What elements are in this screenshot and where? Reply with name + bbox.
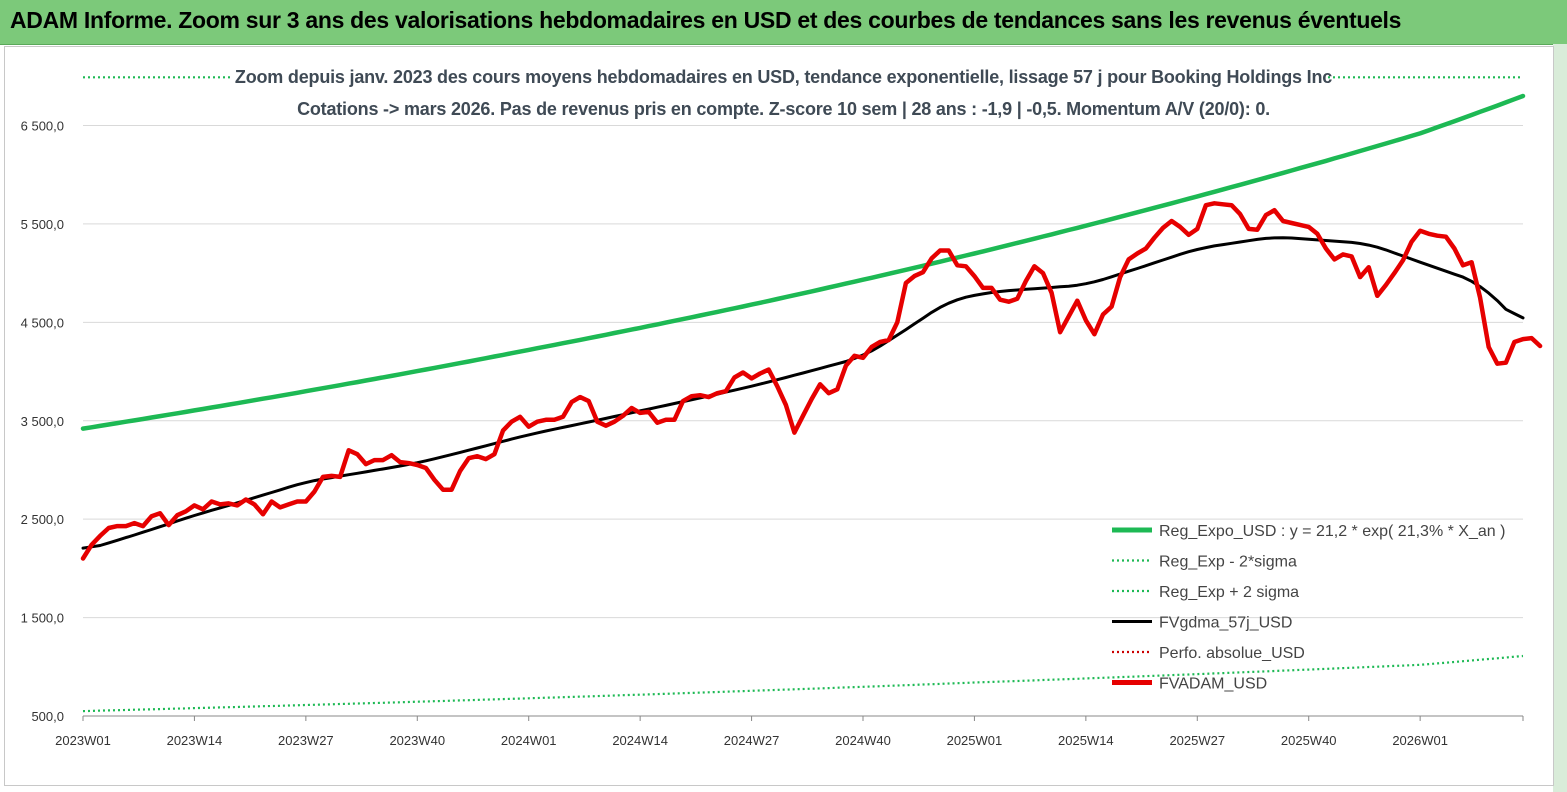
series-line-5 [80,201,1543,561]
y-tick-label: 1 500,0 [21,611,64,626]
y-tick-label: 2 500,0 [21,512,64,527]
legend-label: Reg_Exp - 2*sigma [1159,554,1297,571]
right-edge-strip [1553,44,1567,792]
x-tick-label: 2023W40 [389,733,445,748]
series-line-1 [82,654,1524,713]
legend-label: Perfo. absolue_USD [1159,645,1305,662]
y-tick-label: 5 500,0 [21,217,64,232]
x-tick-label: 2023W14 [167,733,223,748]
x-tick-label: 2025W01 [947,733,1003,748]
x-tick-label: 2023W01 [55,733,111,748]
legend-label: FVADAM_USD [1159,676,1267,693]
x-tick-label: 2024W01 [501,733,557,748]
legend-label: Reg_Expo_USD : y = 21,2 * exp( 21,3% * X… [1159,523,1505,540]
chart-title: Zoom depuis janv. 2023 des cours moyens … [234,67,1333,87]
y-tick-label: 6 500,0 [21,119,64,134]
legend-label: Reg_Exp + 2 sigma [1159,584,1299,601]
series-line-0 [80,93,1526,431]
x-tick-label: 2024W40 [835,733,891,748]
y-tick-label: 500,0 [31,709,64,724]
x-tick-label: 2026W01 [1392,733,1448,748]
chart-subtitle: Cotations -> mars 2026. Pas de revenus p… [297,99,1270,119]
y-tick-label: 3 500,0 [21,414,64,429]
x-tick-label: 2025W14 [1058,733,1114,748]
x-tick-label: 2025W40 [1281,733,1337,748]
legend-label: FVgdma_57j_USD [1159,615,1292,632]
report-title: ADAM Informe. Zoom sur 3 ans des valoris… [10,7,1402,33]
y-tick-label: 4 500,0 [21,315,64,330]
x-tick-label: 2025W27 [1169,733,1225,748]
x-tick-label: 2023W27 [278,733,334,748]
x-tick-label: 2024W14 [612,733,668,748]
report-banner: ADAM Informe. Zoom sur 3 ans des valoris… [0,0,1567,45]
x-tick-label: 2024W27 [724,733,780,748]
